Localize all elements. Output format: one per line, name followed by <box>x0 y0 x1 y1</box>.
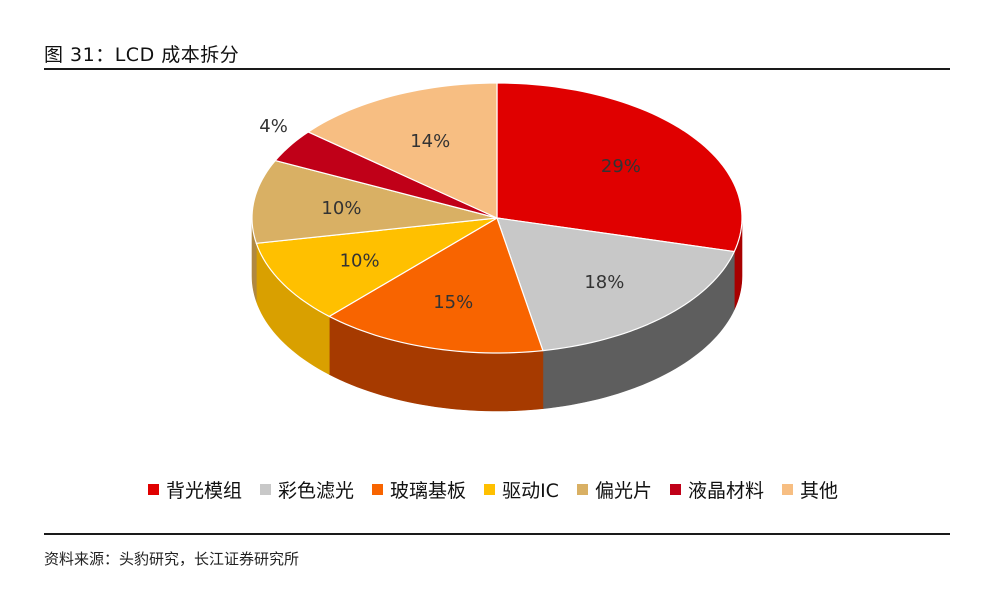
pie-slice-3 <box>328 217 544 354</box>
pie-slice-4 <box>255 217 498 318</box>
legend-label-1: 背光模组 <box>166 480 243 502</box>
legend-label-5: 偏光片 <box>594 480 652 502</box>
legend-swatch-7 <box>781 484 793 495</box>
pie-data-labels: 29% 18% 15% 10% 10% 4% 14% <box>259 116 641 313</box>
legend-label-3: 玻璃基板 <box>390 480 467 502</box>
bottom-rule <box>44 533 950 535</box>
legend-item-7: 其他 <box>781 476 838 503</box>
legend-item-6: 液晶材料 <box>669 476 764 503</box>
legend-item-4: 驱动IC <box>484 476 559 503</box>
data-label-4: 10% <box>340 251 380 272</box>
pie-slice-7 <box>307 82 498 219</box>
pie-slice-6 <box>274 131 498 219</box>
source-note: 资料来源：头豹研究，长江证券研究所 <box>44 550 300 568</box>
legend-label-2: 彩色滤光 <box>278 480 355 502</box>
legend-swatch-6 <box>669 484 681 495</box>
legend-swatch-4 <box>484 484 496 495</box>
pie-slice-5 <box>251 159 498 244</box>
legend-item-3: 玻璃基板 <box>372 476 466 503</box>
data-label-1: 29% <box>601 156 641 177</box>
pie-chart: 29% 18% 15% 10% 10% 4% 14% <box>251 82 743 412</box>
pie-slice-2 <box>496 217 735 352</box>
data-label-5: 10% <box>321 198 361 219</box>
legend-swatch-2 <box>260 484 272 495</box>
legend-swatch-5 <box>576 484 588 495</box>
legend: 背光模组 彩色滤光 玻璃基板 驱动IC 偏光片 液晶材料 其他 <box>0 476 986 503</box>
legend-item-5: 偏光片 <box>576 476 652 503</box>
legend-swatch-3 <box>372 484 384 495</box>
data-label-2: 18% <box>584 272 624 293</box>
figure-title: 图 31：LCD 成本拆分 <box>44 44 240 66</box>
pie-slice-1 <box>496 82 743 253</box>
data-label-7: 14% <box>410 131 450 152</box>
top-rule <box>44 68 950 70</box>
legend-item-2: 彩色滤光 <box>260 476 354 503</box>
legend-item-1: 背光模组 <box>148 476 242 503</box>
data-label-6: 4% <box>259 116 288 137</box>
data-label-3: 15% <box>433 292 473 313</box>
legend-label-4: 驱动IC <box>502 480 559 502</box>
legend-label-6: 液晶材料 <box>687 480 764 502</box>
legend-swatch-1 <box>148 484 160 495</box>
pie-slices <box>251 82 743 354</box>
legend-label-7: 其他 <box>799 480 838 502</box>
